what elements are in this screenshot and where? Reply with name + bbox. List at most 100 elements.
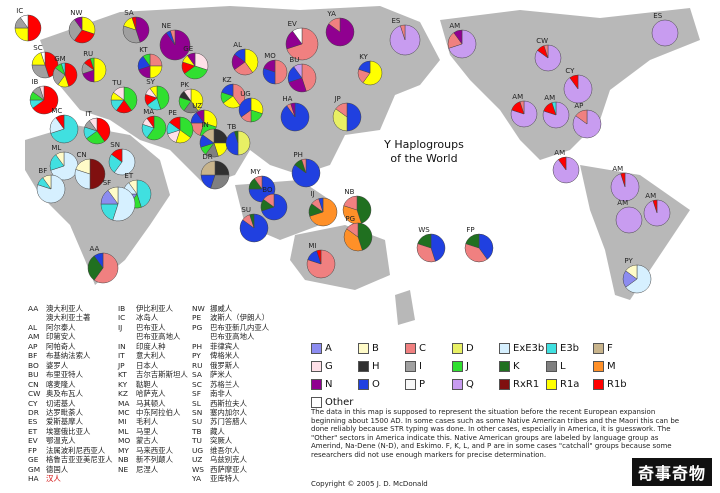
pie-label: CW [536, 37, 548, 45]
pie-label: BO [262, 186, 273, 194]
legend-label: P [419, 379, 426, 390]
pie-slice-other [292, 27, 303, 45]
legend-label: RxR1 [513, 379, 540, 390]
legend-item-other: Other [311, 397, 353, 408]
pie-slice-r1b [32, 85, 59, 115]
abbreviation-name: 苏门答腊人 [210, 417, 247, 427]
abbreviation-code: AM [28, 332, 40, 342]
haplogroup-legend: A B C D ExE3b E3b F G H I J K L M N O P Q RxR1 R1a R1b Other [311, 343, 641, 408]
legend-label: H [372, 361, 380, 372]
pie-label: EV [288, 20, 297, 28]
pie-jp-27: JP [332, 95, 362, 132]
pie-label: ES [392, 17, 401, 25]
abbreviation-name: 塞内加尔人 [210, 407, 247, 417]
abbreviation-code: AL [28, 322, 38, 332]
legend-label: N [325, 379, 333, 390]
legend-swatch [546, 343, 557, 354]
south-america [580, 165, 690, 300]
pie-ma-33: MA [141, 108, 167, 141]
pie-am-55: AM [615, 199, 643, 234]
pie-slice-c [575, 109, 588, 125]
abbreviation-name: 哈萨克人 [136, 389, 166, 399]
pie-slice-c [343, 195, 358, 211]
abbreviation-row: BF 布基纳法索人 [28, 351, 118, 360]
pie-slice-g [113, 86, 125, 101]
pie-label: SY [146, 78, 155, 86]
pie-slice-k [87, 255, 104, 281]
abbreviation-code: ML [118, 426, 129, 436]
abbreviation-row: EV 鄂温克人 [28, 436, 118, 445]
abbreviation-row: CN 喀麦隆人 [28, 380, 118, 389]
abbreviation-row: AA 澳大利亚人 [28, 304, 118, 313]
pie-label: MA [143, 108, 154, 116]
abbreviation-name: 汉人 [46, 474, 61, 484]
abbreviation-row: BO 婆罗人 [28, 361, 118, 370]
site-watermark: 奇事奇物 [631, 458, 712, 486]
pie-ya-5: YA [325, 10, 355, 47]
pie-label: PH [293, 151, 303, 159]
pie-slice-c [286, 27, 319, 61]
abbreviation-name: 巴布亚人 [136, 322, 166, 332]
abbreviation-code: BF [28, 351, 38, 361]
legend-item-rxr1: RxR1 [499, 379, 539, 390]
pie-slice-r1a [203, 109, 218, 128]
abbreviation-code: BO [28, 360, 39, 370]
pie-slice-g [183, 88, 192, 102]
legend-swatch [452, 379, 463, 390]
abbreviation-name: 巴布亚新几内亚人 [210, 322, 270, 332]
pie-pk-23: PK [178, 81, 204, 114]
pie-am-29: AM [542, 94, 570, 129]
abbreviation-name: 马里人 [136, 426, 159, 436]
legend-swatch [311, 361, 322, 372]
abbreviation-row: KY 鞑靼人 [118, 380, 192, 389]
abbreviation-row: NB 新不列颠人 [118, 455, 192, 464]
pie-es-17: ES [651, 12, 679, 47]
abbreviation-row: NW 挪威人 [192, 304, 302, 313]
pie-label: SN [110, 141, 120, 149]
legend-item-f: F [593, 343, 613, 354]
legend-item-k: K [499, 361, 520, 372]
abbreviation-code: MY [118, 445, 129, 455]
abbreviation-code: MC [118, 407, 130, 417]
abbreviation-name: 藏人 [210, 426, 225, 436]
pie-slice-r1a [93, 57, 107, 83]
legend-item-d: D [452, 343, 474, 354]
pie-am-6: AM [447, 22, 477, 59]
pie-sn-39: SN [108, 141, 136, 176]
abbreviation-name: 维吾尔人 [210, 445, 240, 455]
legend-label: ExE3b [513, 343, 545, 354]
pie-slice-n [263, 59, 276, 73]
pie-label: AP [574, 102, 583, 110]
abbreviation-code: GM [28, 464, 41, 474]
legend-item-j: J [452, 361, 469, 372]
pie-nw-1: NW [68, 9, 96, 44]
pie-sa-2: SA [122, 9, 150, 44]
pie-label: KZ [222, 76, 232, 84]
legend-item-b: B [358, 343, 379, 354]
pie-dr-43: DR [200, 153, 230, 190]
abbreviation-code: AA [28, 304, 39, 313]
abbreviation-code: CW [28, 389, 41, 399]
abbreviation-row: IJ 巴布亚人 [118, 323, 192, 332]
pie-label: FP [466, 226, 474, 234]
abbreviation-name: 波斯人（伊朗人） [210, 313, 270, 323]
pie-am-56: AM [643, 192, 671, 227]
abbreviation-name: 马来西亚人 [136, 445, 173, 455]
pie-label: MO [264, 52, 276, 60]
pie-label: SU [241, 206, 251, 214]
pie-label: PY [624, 257, 633, 265]
pie-slice-exe3b [114, 148, 136, 176]
pie-label: HA [282, 95, 292, 103]
pie-slice-b [42, 174, 52, 190]
abbreviation-name: 澳大利亚人 [46, 304, 83, 313]
abbreviation-row: MI 毛利人 [118, 417, 192, 426]
pie-slice-r1b [96, 117, 111, 142]
pie-label: KT [139, 46, 148, 54]
abbreviation-name: 伊比利亚人 [136, 304, 173, 313]
abbreviation-code: IN [118, 341, 126, 351]
abbreviation-row: 巴布亚高地人 [118, 332, 192, 341]
abbreviation-row: CY 切诺基人 [28, 399, 118, 408]
pie-tb-36: TB [225, 123, 251, 156]
abbreviation-code [118, 332, 132, 341]
pie-slice-j [179, 116, 194, 138]
